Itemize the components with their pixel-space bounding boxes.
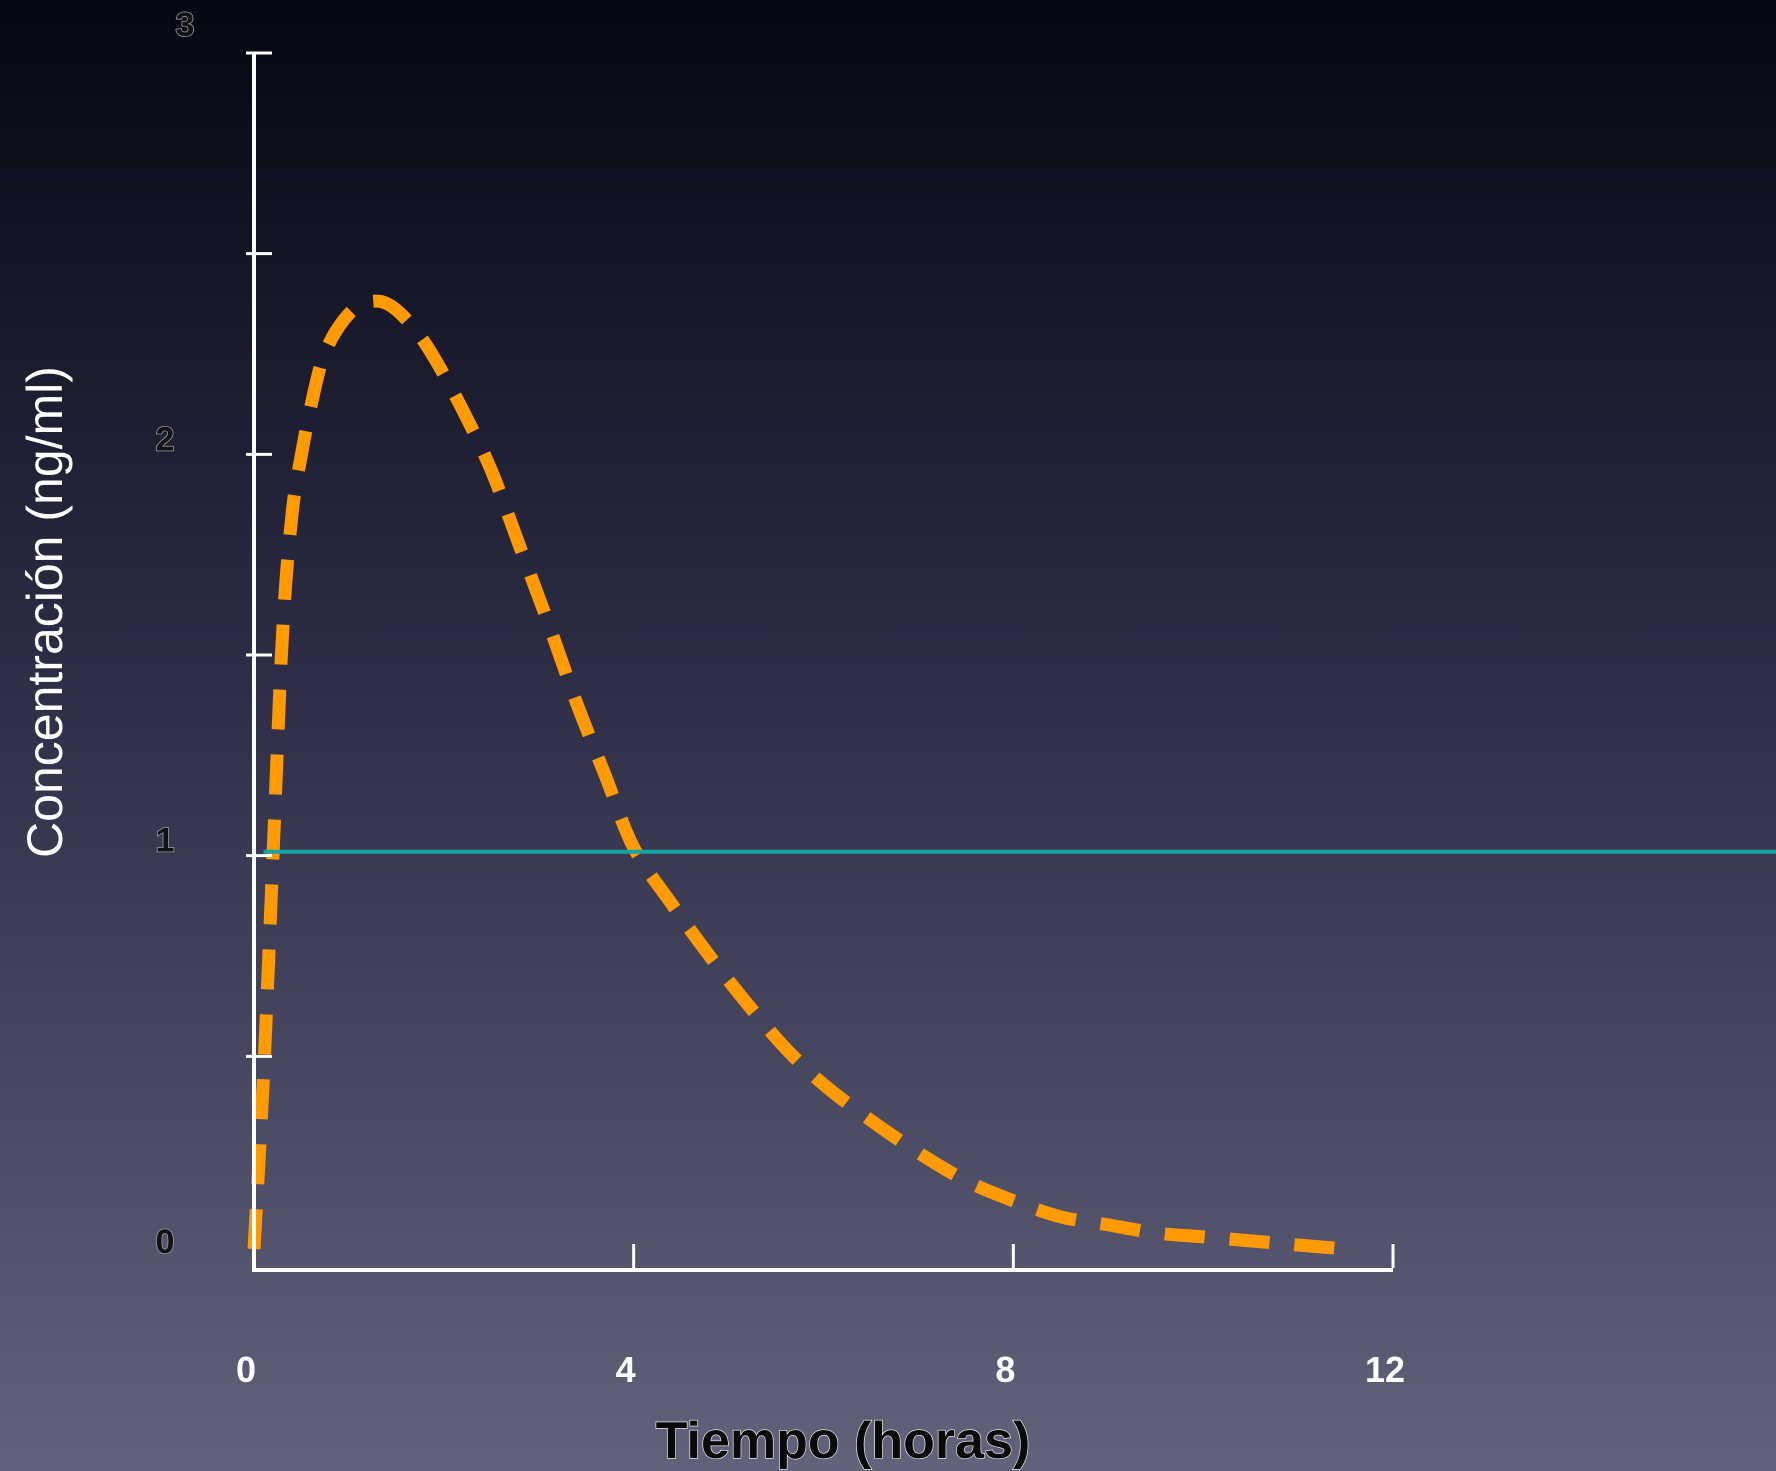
x-axis-label: Tiempo (horas)	[656, 1412, 1031, 1470]
y-tick-label: 3	[176, 6, 195, 44]
y-axis-label: Concentración (ng/ml)	[17, 366, 73, 858]
concentration-curve	[247, 294, 1347, 1256]
series-layer	[247, 294, 1776, 1256]
x-tick-label: 0	[236, 1349, 256, 1390]
y-tick-label: 0	[156, 1223, 175, 1261]
x-tick-label: 4	[616, 1349, 636, 1390]
y-tick-label: 1	[156, 822, 175, 860]
x-tick-label: 8	[995, 1349, 1015, 1390]
ticks-layer	[246, 51, 1395, 1268]
x-tick-label: 12	[1365, 1349, 1405, 1390]
y-tick-label: 2	[156, 420, 175, 458]
